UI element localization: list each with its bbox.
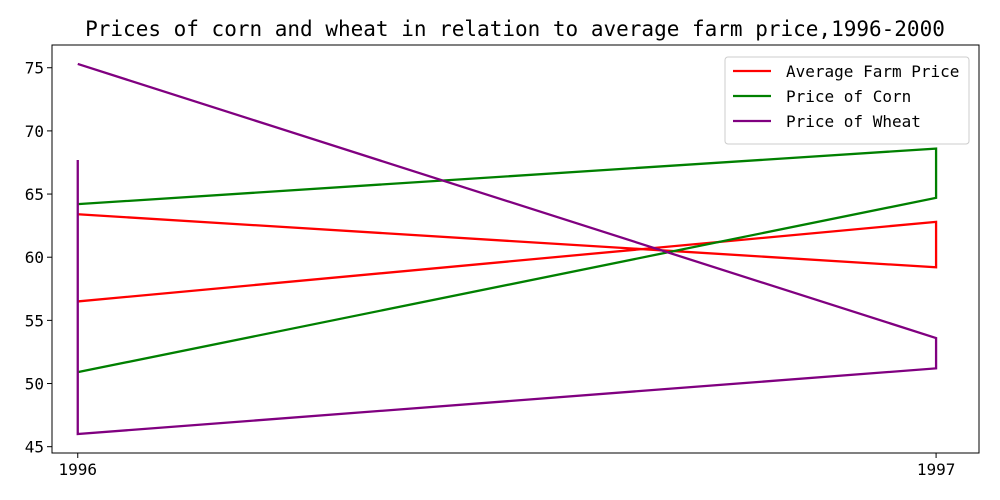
series-line-0 <box>77 213 938 303</box>
y-tick-label-0: 45 <box>25 438 44 457</box>
series-line-2 <box>76 62 938 436</box>
chart-title: Prices of corn and wheat in relation to … <box>85 17 945 41</box>
y-tick-label-2: 55 <box>25 311 44 330</box>
legend-label-1: Price of Corn <box>786 87 911 106</box>
legend-label-0: Average Farm Price <box>786 62 959 81</box>
series-layer <box>76 62 938 436</box>
legend-box <box>724 56 970 145</box>
y-tick-label-1: 50 <box>25 375 44 394</box>
y-tick-label-4: 65 <box>25 185 44 204</box>
series-line-1 <box>77 147 938 374</box>
axes-layer: 45 50 55 60 65 70 75 1996 1997 <box>25 44 980 479</box>
y-tick-label-6: 75 <box>25 59 44 78</box>
x-tick-label-0: 1996 <box>58 460 97 479</box>
legend: Average Farm Price Price of Corn Price of … <box>724 56 970 145</box>
y-tick-label-3: 60 <box>25 248 44 267</box>
y-tick-label-5: 70 <box>25 122 44 141</box>
x-tick-label-1: 1997 <box>917 460 956 479</box>
legend-label-2: Price of Wheat <box>786 112 921 131</box>
plot-frame <box>51 44 980 454</box>
